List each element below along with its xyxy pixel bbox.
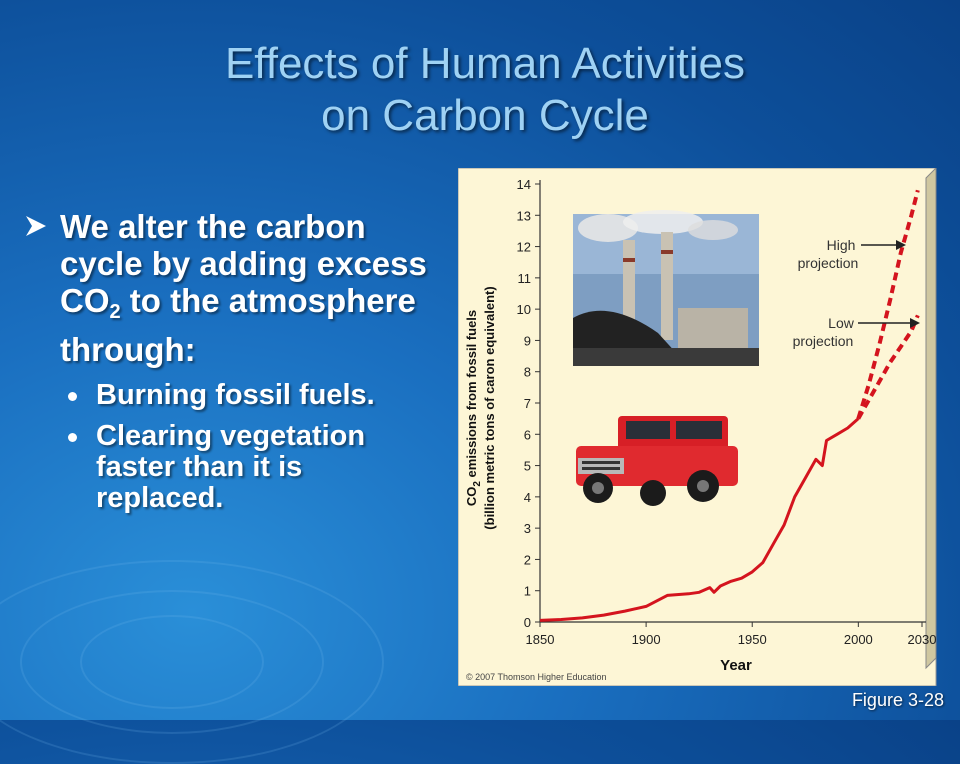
high-projection-arrowhead xyxy=(896,240,906,250)
y-axis-label-line2: (billion metric tons of caron equivalent… xyxy=(482,286,497,529)
y-tick-label: 5 xyxy=(524,459,531,474)
projection-series-line xyxy=(856,189,920,420)
slide-title: Effects of Human Activities on Carbon Cy… xyxy=(60,38,910,142)
slide-title-line1: Effects of Human Activities xyxy=(224,39,746,88)
x-axis-ticks: 1850 1900 1950 2000 2030 xyxy=(526,622,937,647)
x-axis-label: Year xyxy=(720,657,752,674)
y-tick-label: 14 xyxy=(517,177,531,192)
y-tick-label: 13 xyxy=(517,208,531,223)
y-tick-label: 2 xyxy=(524,552,531,567)
y-tick-label: 8 xyxy=(524,365,531,380)
low-projection-label-line1: Low xyxy=(828,315,855,331)
dot-bullet-icon xyxy=(68,392,77,401)
high-projection-label-line1: High xyxy=(827,237,856,253)
y-tick-label: 1 xyxy=(524,584,531,599)
y-tick-label: 11 xyxy=(518,271,532,286)
x-tick-label: 1950 xyxy=(738,632,767,647)
sub-bullet-text: Clearing vegetation faster than it is re… xyxy=(96,420,366,514)
bullet-list: We alter the carbon cycle by adding exce… xyxy=(24,208,434,524)
main-bullet-text-a: We alter the carbon cycle by adding exce… xyxy=(60,208,427,319)
high-projection-label-line2: projection xyxy=(798,255,859,271)
x-tick-label: 2030 xyxy=(908,632,937,647)
main-bullet-subscript: 2 xyxy=(109,301,121,323)
y-tick-label: 0 xyxy=(524,615,531,630)
arrow-bullet-icon xyxy=(26,216,46,236)
sub-bullet-text: Burning fossil fuels. xyxy=(96,379,375,411)
y-tick-label: 7 xyxy=(524,396,531,411)
low-projection-arrowhead xyxy=(910,318,920,328)
low-projection-label-line2: projection xyxy=(793,333,854,349)
historical-series-line xyxy=(539,417,860,622)
background-ripple xyxy=(80,615,264,709)
y-tick-label: 4 xyxy=(524,490,531,505)
y-axis-label-line1: CO2 emissions from fossil fuels xyxy=(464,310,483,506)
y-tick-label: 12 xyxy=(517,240,531,255)
y-tick-label: 9 xyxy=(524,333,531,348)
data-series xyxy=(539,189,920,622)
x-tick-label: 1850 xyxy=(526,632,555,647)
chart-side-panel xyxy=(925,168,937,670)
slide-title-line2: on Carbon Cycle xyxy=(321,91,649,140)
power-plant-photo xyxy=(573,210,759,366)
copyright-text: © 2007 Thomson Higher Education xyxy=(466,672,607,682)
y-tick-label: 10 xyxy=(517,302,531,317)
sub-bullet-item: Burning fossil fuels. xyxy=(24,380,434,411)
y-axis-label-co: CO xyxy=(464,487,479,507)
x-tick-label: 1900 xyxy=(632,632,661,647)
sub-bullet-list: Burning fossil fuels. Clearing vegetatio… xyxy=(24,380,434,514)
y-tick-label: 3 xyxy=(524,521,531,536)
main-bullet-text-b: to the atmosphere through: xyxy=(60,282,416,368)
y-axis-label-sub: 2 xyxy=(472,481,483,487)
figure-label: Figure 3-28 xyxy=(851,690,944,710)
y-axis-label-rest: emissions from fossil fuels xyxy=(464,310,479,481)
y-tick-label: 6 xyxy=(524,427,531,442)
hummer-photo xyxy=(576,416,738,506)
x-tick-label: 2000 xyxy=(844,632,873,647)
dot-bullet-icon xyxy=(68,433,77,442)
main-bullet: We alter the carbon cycle by adding exce… xyxy=(24,208,434,368)
sub-bullet-item: Clearing vegetation faster than it is re… xyxy=(24,421,434,514)
